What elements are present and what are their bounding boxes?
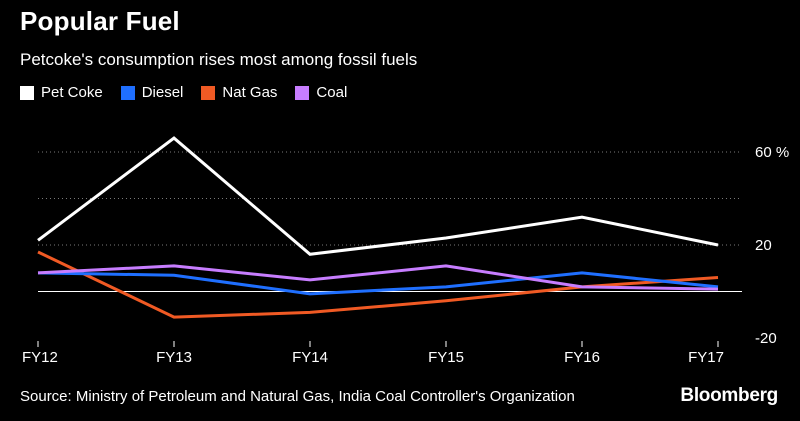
grid-lines <box>38 151 742 246</box>
x-tick-label: FY14 <box>292 349 328 366</box>
legend-swatch-diesel <box>120 85 135 100</box>
legend-item-diesel: Diesel <box>120 84 184 101</box>
y-tick-label: -20 <box>755 330 777 347</box>
series-line-coal <box>37 264 719 291</box>
legend-label-coal: Coal <box>316 84 348 101</box>
series-lines <box>37 136 719 319</box>
legend-label-nat-gas: Nat Gas <box>222 84 278 101</box>
series-line-pet-coke <box>37 136 719 256</box>
series-line-diesel <box>37 271 719 296</box>
x-tick-label: FY16 <box>564 349 600 366</box>
bloomberg-logo: Bloomberg <box>680 385 778 406</box>
legend-item-nat-gas: Nat Gas <box>201 84 277 101</box>
axes <box>37 291 742 347</box>
legend: Pet Coke Diesel Nat Gas Coal <box>20 84 365 101</box>
legend-swatch-nat-gas <box>201 85 216 100</box>
series-line-nat-gas <box>37 250 719 319</box>
legend-swatch-coal <box>295 85 310 100</box>
legend-swatch-pet-coke <box>20 85 34 100</box>
chart-title: Popular Fuel <box>20 6 180 36</box>
x-tick-label: FY13 <box>156 349 192 366</box>
legend-label-pet-coke: Pet Coke <box>41 84 103 101</box>
y-tick-label: 60 % <box>755 144 789 161</box>
legend-label-diesel: Diesel <box>141 84 184 101</box>
source-note: Source: Ministry of Petroleum and Natura… <box>20 388 575 405</box>
y-tick-label: 20 <box>755 237 772 254</box>
x-tick-label: FY17 <box>688 349 724 366</box>
legend-item-coal: Coal <box>295 84 347 101</box>
tick-labels: -20 20 60 % FY12 FY13 FY14 FY15 FY16 FY17 <box>22 144 789 366</box>
legend-item-pet-coke: Pet Coke <box>20 84 103 101</box>
x-tick-label: FY15 <box>428 349 464 366</box>
chart-subtitle: Petcoke's consumption rises most among f… <box>20 50 418 69</box>
x-tick-label: FY12 <box>22 349 58 366</box>
